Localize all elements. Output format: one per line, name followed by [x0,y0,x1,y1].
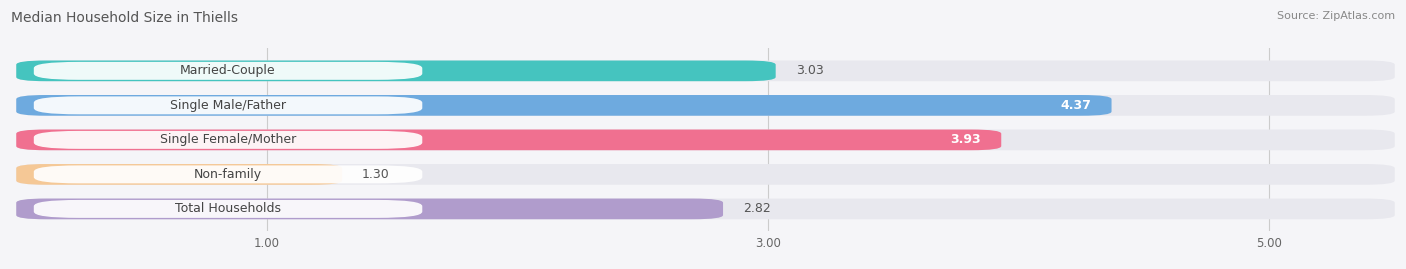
Text: 3.03: 3.03 [796,64,824,77]
Text: Median Household Size in Thiells: Median Household Size in Thiells [11,11,238,25]
Text: 4.37: 4.37 [1060,99,1091,112]
FancyBboxPatch shape [17,164,1395,185]
FancyBboxPatch shape [17,61,1395,81]
Text: Married-Couple: Married-Couple [180,64,276,77]
FancyBboxPatch shape [17,95,1112,116]
Text: 2.82: 2.82 [744,202,770,215]
Text: Source: ZipAtlas.com: Source: ZipAtlas.com [1277,11,1395,21]
FancyBboxPatch shape [34,200,422,218]
FancyBboxPatch shape [34,62,422,80]
Text: Non-family: Non-family [194,168,262,181]
FancyBboxPatch shape [17,61,776,81]
FancyBboxPatch shape [17,199,723,219]
Text: Single Female/Mother: Single Female/Mother [160,133,297,146]
FancyBboxPatch shape [17,130,1395,150]
FancyBboxPatch shape [17,199,1395,219]
FancyBboxPatch shape [17,164,342,185]
Text: 3.93: 3.93 [950,133,981,146]
Text: Single Male/Father: Single Male/Father [170,99,285,112]
FancyBboxPatch shape [34,131,422,149]
FancyBboxPatch shape [17,95,1395,116]
FancyBboxPatch shape [17,130,1001,150]
FancyBboxPatch shape [34,96,422,114]
Text: Total Households: Total Households [176,202,281,215]
Text: 1.30: 1.30 [363,168,389,181]
FancyBboxPatch shape [34,165,422,183]
